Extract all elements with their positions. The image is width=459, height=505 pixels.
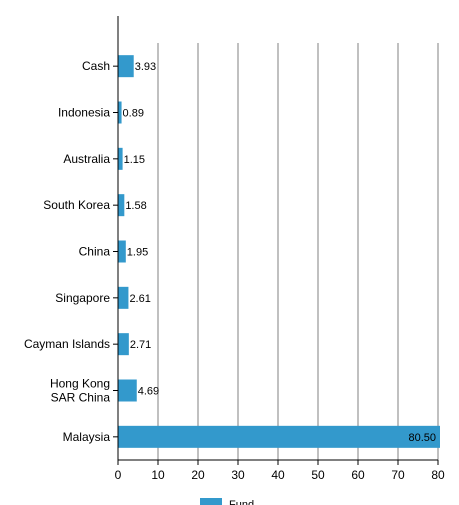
bar-china (118, 240, 126, 263)
data-label: 80.50 (408, 432, 436, 444)
category-label: SAR China (51, 391, 111, 405)
legend: Fund (200, 498, 254, 505)
data-label: 1.58 (125, 200, 146, 212)
bar-south-korea (118, 194, 125, 217)
x-tick-label: 80 (431, 468, 445, 482)
category-label: China (79, 245, 111, 259)
data-label: 3.93 (135, 61, 156, 73)
x-tick-label: 10 (151, 468, 165, 482)
bar-cayman-islands (118, 333, 129, 356)
data-labels: 3.93 0.89 1.15 1.58 1.95 2.61 2.71 4.69 80.50 (123, 61, 436, 444)
x-tick-label: 0 (115, 468, 122, 482)
bar-australia (118, 147, 123, 170)
category-label: Hong Kong (50, 377, 110, 391)
data-label: 1.95 (127, 247, 148, 259)
x-tick-label: 60 (351, 468, 365, 482)
tick-labels: 0 10 20 30 40 50 60 70 80 (115, 468, 445, 482)
category-labels: Cash Indonesia Australia South Korea China Si… (24, 59, 110, 444)
category-label: Indonesia (58, 106, 110, 120)
legend-label: Fund (229, 499, 254, 505)
category-label: Malaysia (63, 430, 111, 444)
bars (118, 55, 440, 448)
bar-indonesia (118, 101, 122, 124)
category-label: Singapore (55, 291, 110, 305)
bar-malaysia (118, 425, 440, 448)
x-tick-label: 30 (231, 468, 245, 482)
data-label: 0.89 (123, 108, 144, 120)
category-label: South Korea (43, 198, 110, 212)
data-label: 2.71 (130, 339, 151, 351)
bar-singapore (118, 286, 129, 309)
category-label: Cash (82, 59, 110, 73)
category-label: Australia (63, 152, 110, 166)
data-label: 2.61 (129, 293, 150, 305)
bar-hong-kong-sar-china (118, 379, 137, 402)
x-tick-label: 20 (191, 468, 205, 482)
data-label: 1.15 (124, 154, 145, 166)
bar-cash (118, 55, 134, 78)
legend-swatch (200, 498, 222, 505)
x-tick-label: 70 (391, 468, 405, 482)
data-label: 4.69 (138, 386, 159, 398)
axes (113, 16, 439, 465)
category-label: Cayman Islands (24, 337, 110, 351)
x-tick-label: 40 (271, 468, 285, 482)
x-tick-label: 50 (311, 468, 325, 482)
gridlines (157, 43, 439, 460)
